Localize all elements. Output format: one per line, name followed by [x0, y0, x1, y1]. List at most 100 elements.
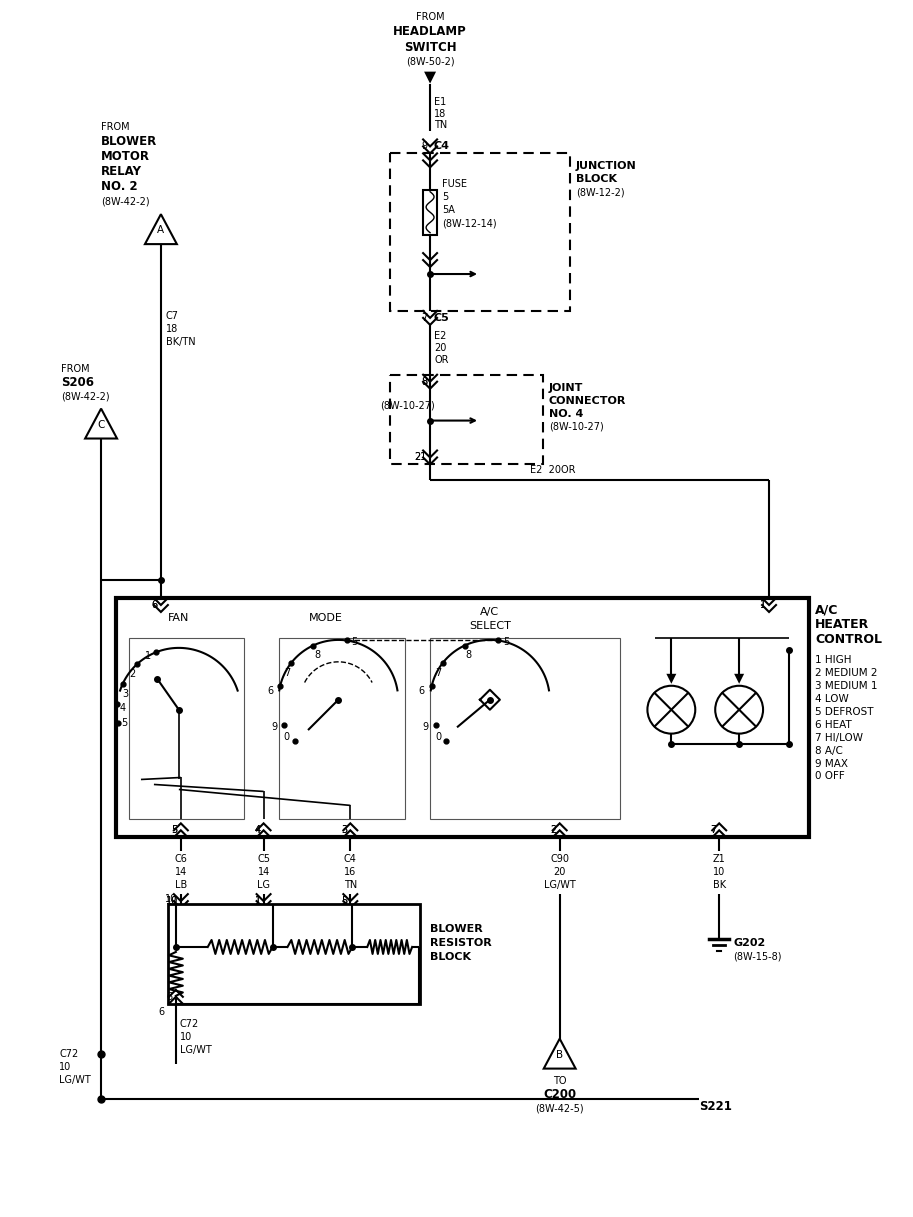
Text: 10: 10 — [713, 868, 725, 877]
Circle shape — [647, 685, 696, 734]
Text: 7: 7 — [284, 668, 290, 678]
Text: FROM: FROM — [415, 12, 445, 22]
Text: 8 A/C: 8 A/C — [815, 746, 843, 756]
Text: 3: 3 — [341, 825, 347, 835]
Polygon shape — [425, 72, 436, 84]
Text: (8W-12-14): (8W-12-14) — [442, 218, 497, 228]
Text: A/C: A/C — [815, 604, 838, 617]
Text: 0 OFF: 0 OFF — [815, 772, 845, 781]
Text: 3 MEDIUM 1: 3 MEDIUM 1 — [815, 680, 877, 691]
Text: 6: 6 — [267, 686, 273, 696]
Text: 5: 5 — [341, 896, 347, 907]
Text: 5: 5 — [341, 896, 347, 907]
Text: HEADLAMP: HEADLAMP — [394, 26, 467, 38]
Text: (8W-12-2): (8W-12-2) — [575, 187, 624, 197]
Text: 6: 6 — [159, 1006, 165, 1016]
Text: 7 HI/LOW: 7 HI/LOW — [815, 733, 863, 742]
Text: 6: 6 — [167, 992, 173, 1002]
Text: 7: 7 — [710, 825, 716, 835]
Text: LG/WT: LG/WT — [59, 1075, 91, 1084]
Text: FUSE: FUSE — [442, 179, 467, 190]
Text: 9: 9 — [423, 722, 429, 731]
Text: (8W-10-27): (8W-10-27) — [380, 400, 435, 410]
Text: NO. 4: NO. 4 — [549, 409, 583, 419]
Text: BLOCK: BLOCK — [575, 174, 616, 184]
Text: 5: 5 — [352, 638, 358, 647]
Text: C6: C6 — [174, 854, 187, 864]
Text: JUNCTION: JUNCTION — [575, 162, 636, 172]
Text: FROM: FROM — [101, 123, 130, 133]
Text: 5: 5 — [442, 192, 448, 202]
Text: 1: 1 — [255, 896, 260, 907]
Text: 2: 2 — [130, 668, 136, 679]
Text: 5: 5 — [121, 718, 128, 728]
Text: 7: 7 — [436, 668, 442, 678]
Text: (8W-42-2): (8W-42-2) — [101, 196, 150, 206]
Text: 1: 1 — [255, 896, 260, 907]
Text: 0: 0 — [284, 731, 289, 741]
Text: LG: LG — [257, 880, 270, 890]
Text: SWITCH: SWITCH — [404, 41, 456, 55]
Text: BK: BK — [713, 880, 726, 890]
Bar — [430, 638, 620, 819]
Text: 6 HEAT: 6 HEAT — [815, 719, 852, 730]
Text: E2  20OR: E2 20OR — [530, 465, 575, 476]
Text: CONNECTOR: CONNECTOR — [549, 396, 626, 405]
Text: BLOWER: BLOWER — [430, 924, 483, 933]
Text: 5: 5 — [172, 825, 178, 835]
Text: 10: 10 — [180, 1032, 192, 1042]
Text: 16: 16 — [344, 868, 356, 877]
Text: 6: 6 — [418, 686, 425, 696]
Text: 20: 20 — [553, 868, 566, 877]
Text: A/C: A/C — [480, 607, 499, 617]
Text: LG/WT: LG/WT — [544, 880, 575, 890]
Bar — [278, 638, 405, 819]
Text: (8W-42-2): (8W-42-2) — [61, 392, 110, 402]
Text: TN: TN — [434, 120, 447, 130]
Bar — [129, 638, 244, 819]
Text: 20: 20 — [434, 343, 446, 353]
Text: C: C — [98, 420, 105, 430]
Polygon shape — [666, 674, 677, 684]
Text: 1 HIGH: 1 HIGH — [815, 655, 852, 664]
Text: 5: 5 — [172, 825, 178, 835]
Text: 1: 1 — [144, 651, 151, 661]
Text: 5 DEFROST: 5 DEFROST — [815, 707, 874, 717]
Text: 9: 9 — [421, 141, 427, 151]
Text: (8W-15-8): (8W-15-8) — [733, 952, 782, 961]
Text: 8: 8 — [314, 650, 320, 661]
Text: Z1: Z1 — [713, 854, 726, 864]
Text: (8W-50-2): (8W-50-2) — [405, 57, 455, 67]
Text: C4: C4 — [344, 854, 357, 864]
Text: NO. 2: NO. 2 — [101, 180, 138, 192]
Text: 4: 4 — [255, 825, 260, 835]
Text: 10: 10 — [59, 1061, 71, 1072]
Text: 7: 7 — [421, 313, 427, 323]
Polygon shape — [85, 409, 117, 438]
Text: C5: C5 — [257, 854, 270, 864]
Text: 10: 10 — [165, 896, 178, 907]
Text: 9: 9 — [271, 722, 278, 731]
Text: 18: 18 — [166, 324, 178, 333]
Circle shape — [715, 685, 763, 734]
Text: SELECT: SELECT — [469, 621, 511, 630]
Text: MOTOR: MOTOR — [101, 150, 150, 163]
Text: 18: 18 — [434, 108, 446, 118]
Text: 9 MAX: 9 MAX — [815, 758, 848, 768]
Bar — [423, 190, 437, 235]
Text: E2: E2 — [434, 331, 446, 341]
Text: 0: 0 — [436, 731, 441, 741]
Text: C72: C72 — [59, 1049, 79, 1059]
Polygon shape — [734, 674, 744, 684]
Text: 10: 10 — [164, 894, 177, 904]
Text: B: B — [556, 1049, 563, 1060]
Text: A: A — [157, 225, 164, 235]
Text: S221: S221 — [699, 1100, 732, 1114]
Text: RELAY: RELAY — [101, 164, 142, 178]
Text: 2: 2 — [551, 825, 557, 835]
Text: 1: 1 — [760, 600, 766, 610]
Text: 8: 8 — [421, 377, 427, 387]
Text: FROM: FROM — [61, 364, 89, 374]
Text: OR: OR — [434, 355, 448, 365]
Text: 5: 5 — [503, 638, 509, 647]
